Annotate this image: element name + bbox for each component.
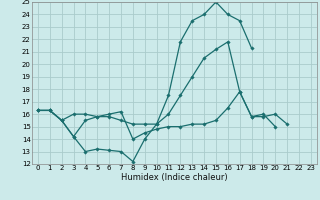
X-axis label: Humidex (Indice chaleur): Humidex (Indice chaleur) [121, 173, 228, 182]
